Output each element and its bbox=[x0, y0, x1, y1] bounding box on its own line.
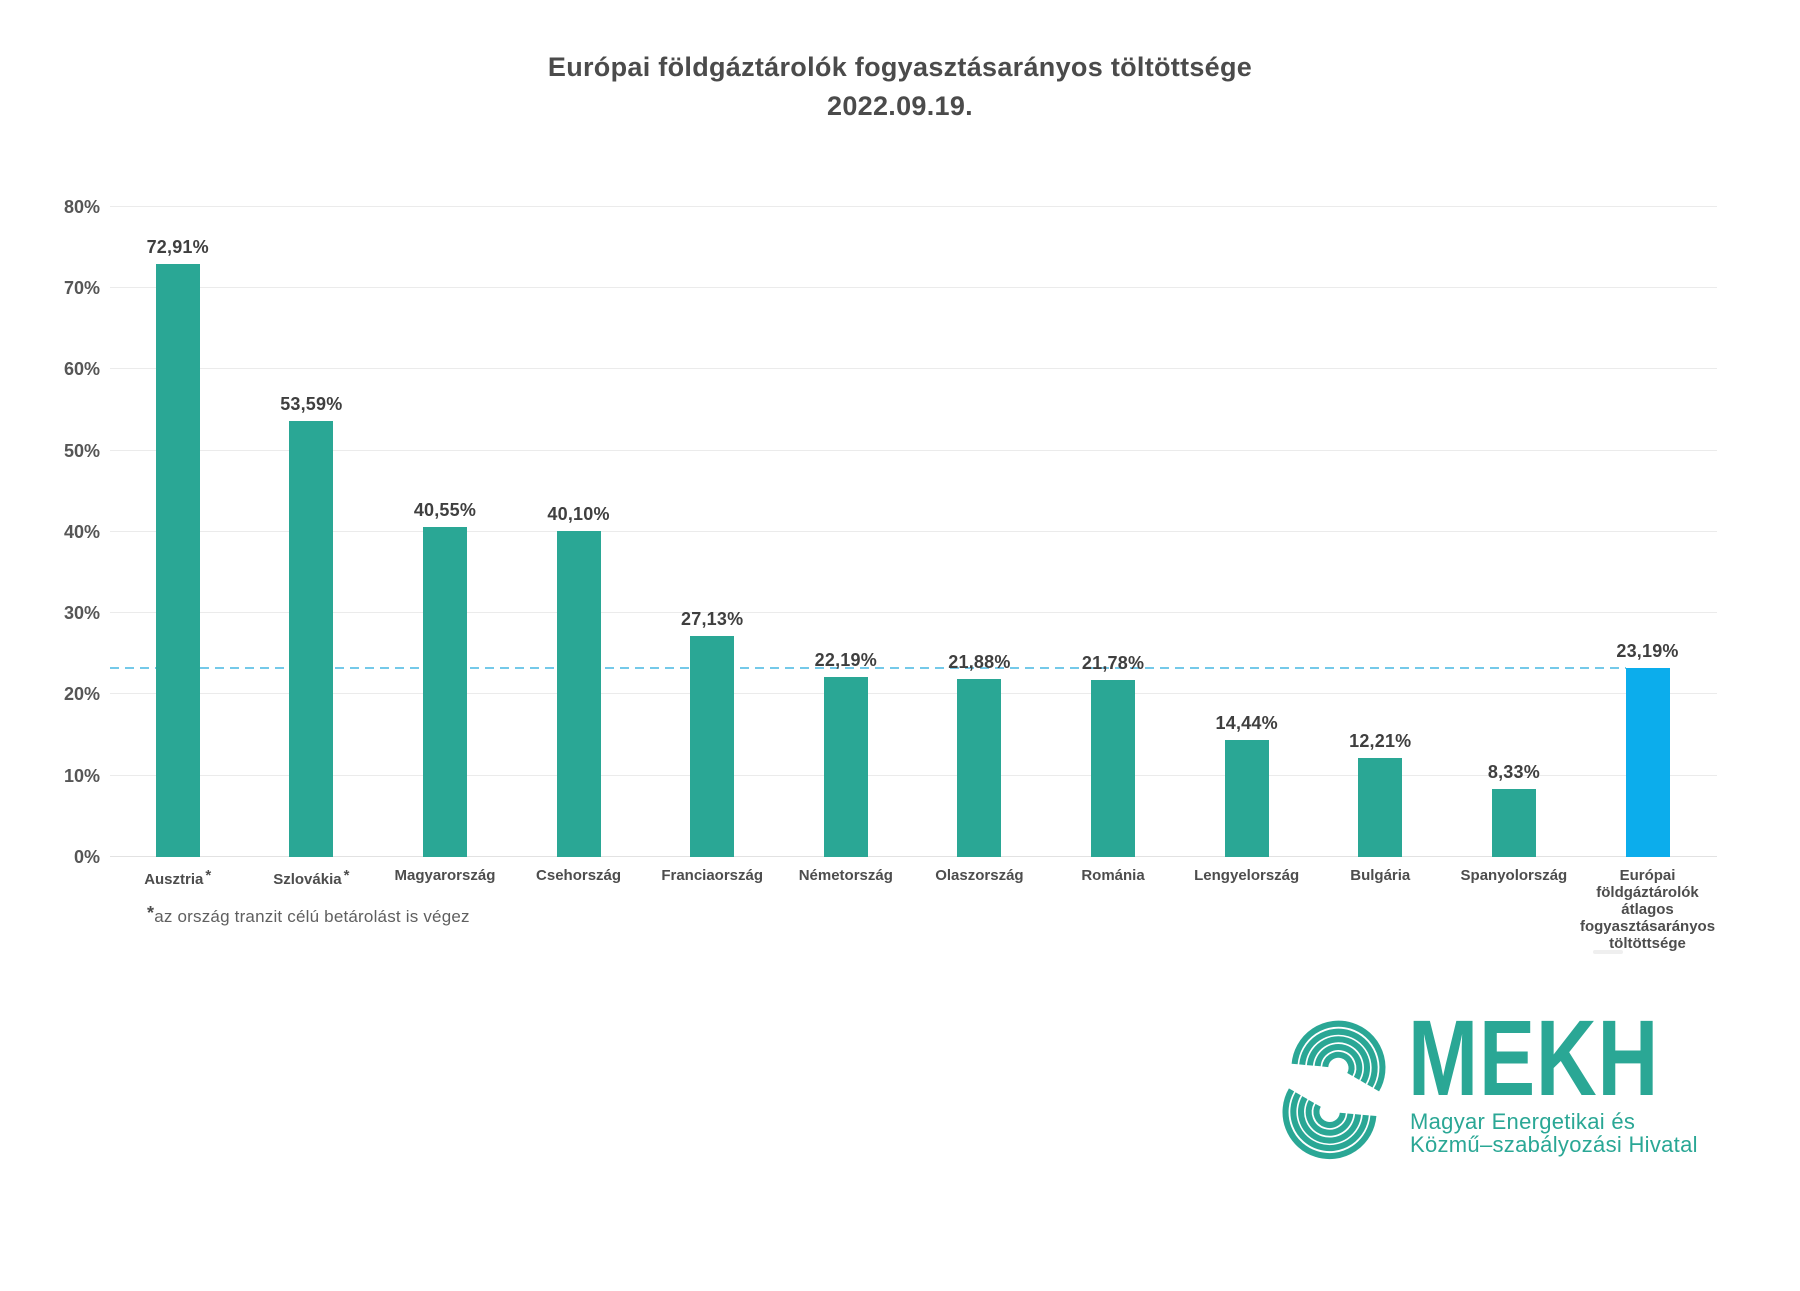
bar-value-label: 40,10% bbox=[547, 504, 610, 524]
y-tick-label: 40% bbox=[63, 521, 100, 542]
plot-area: 72,91% Ausztria * 53,59% Szlovákia * 40,55% Mag… bbox=[110, 162, 1717, 952]
x-category-label: Lengyelország bbox=[1194, 867, 1300, 884]
x-category-label: Ausztria * bbox=[144, 867, 212, 888]
gridline bbox=[110, 774, 1717, 776]
bar-value-label: 21,88% bbox=[948, 652, 1011, 673]
gridline bbox=[110, 286, 1717, 288]
bar-value-label: 27,13% bbox=[681, 609, 744, 630]
y-tick-label: 50% bbox=[63, 440, 100, 461]
gridline bbox=[110, 530, 1717, 532]
bar-country bbox=[1224, 739, 1269, 857]
bar-value-label: 14,44% bbox=[1215, 712, 1278, 733]
x-category-label: Európai földgáztárolók átlagos fogyasztá… bbox=[1579, 867, 1716, 952]
bar-country bbox=[1358, 757, 1403, 857]
footnote-marker: * bbox=[147, 903, 155, 923]
average-line bbox=[110, 667, 1626, 670]
footnote-text: az ország tranzit célú betárolást is vég… bbox=[154, 907, 470, 926]
bar-value-label: 72,91% bbox=[146, 237, 209, 258]
gridline bbox=[110, 205, 1717, 207]
chart-title: Európai földgáztárolók fogyasztásarányos… bbox=[547, 52, 1253, 82]
bar-value-label: 12,21% bbox=[1349, 730, 1412, 751]
y-tick-label: 20% bbox=[63, 684, 100, 705]
bar-country bbox=[556, 531, 601, 857]
y-tick-label: 60% bbox=[63, 359, 100, 380]
gridline bbox=[110, 368, 1717, 370]
y-tick-label: 30% bbox=[63, 603, 100, 624]
bar-eu-average bbox=[1625, 668, 1670, 857]
mekh-tagline-line-2: Közmű–szabályozási Hivatal bbox=[1410, 1132, 1698, 1158]
x-category-label: Olaszország bbox=[935, 867, 1024, 884]
bar-country bbox=[823, 676, 868, 857]
bar-country bbox=[690, 636, 735, 857]
x-category-label: Csehország bbox=[536, 867, 622, 884]
gridline bbox=[110, 612, 1717, 614]
gridline bbox=[110, 449, 1717, 451]
y-tick-label: 10% bbox=[63, 765, 100, 786]
gridline bbox=[110, 856, 1717, 857]
x-category-label: Németország bbox=[798, 867, 893, 884]
bar-value-label: 22,19% bbox=[814, 649, 877, 670]
x-category-label: Románia bbox=[1081, 867, 1145, 884]
bar-value-label: 8,33% bbox=[1487, 762, 1540, 783]
bar-country bbox=[1091, 679, 1136, 857]
mekh-acronym: MEKH bbox=[1408, 997, 1660, 1118]
mekh-logo: MEKH Magyar Energetikai és Közmű–szabály… bbox=[1268, 1004, 1728, 1174]
label-underline-artifact bbox=[1593, 950, 1623, 954]
bar-country bbox=[289, 421, 334, 857]
y-axis: 0% 10% 20% 30% 40% 50% 60% 70% 80% bbox=[0, 162, 100, 867]
x-category-label: Franciaország bbox=[661, 867, 764, 884]
x-category-label: Spanyolország bbox=[1460, 867, 1568, 884]
bar-value-label: 21,78% bbox=[1081, 652, 1145, 673]
y-tick-label: 70% bbox=[63, 277, 100, 298]
mekh-swirl-icon bbox=[1282, 1020, 1386, 1160]
bar-value-label: 23,19% bbox=[1616, 641, 1679, 662]
mekh-tagline: Magyar Energetikai és Közmű–szabályozási… bbox=[1410, 1110, 1698, 1157]
mekh-tagline-line-1: Magyar Energetikai és bbox=[1410, 1109, 1636, 1134]
gridline bbox=[110, 693, 1717, 695]
bar-country bbox=[155, 264, 200, 857]
x-category-label: Szlovákia * bbox=[273, 867, 350, 888]
bar-country bbox=[957, 679, 1002, 857]
x-category-label: Magyarország bbox=[394, 867, 496, 884]
x-category-label: Bulgária bbox=[1350, 867, 1411, 884]
chart-subtitle: 2022.09.19. bbox=[827, 91, 973, 121]
bar-value-label: 53,59% bbox=[280, 394, 343, 415]
category-asterisk: * bbox=[343, 867, 350, 884]
category-asterisk: * bbox=[205, 867, 212, 884]
bar-value-label: 40,55% bbox=[413, 500, 477, 521]
y-tick-label: 0% bbox=[73, 847, 100, 867]
bar-country bbox=[422, 527, 467, 857]
bar-country bbox=[1491, 789, 1536, 857]
chart-header: Európai földgáztárolók fogyasztásarányos… bbox=[0, 48, 1800, 126]
footnote: *az ország tranzit célú betárolást is vé… bbox=[147, 903, 470, 927]
y-tick-label: 80% bbox=[63, 196, 100, 217]
